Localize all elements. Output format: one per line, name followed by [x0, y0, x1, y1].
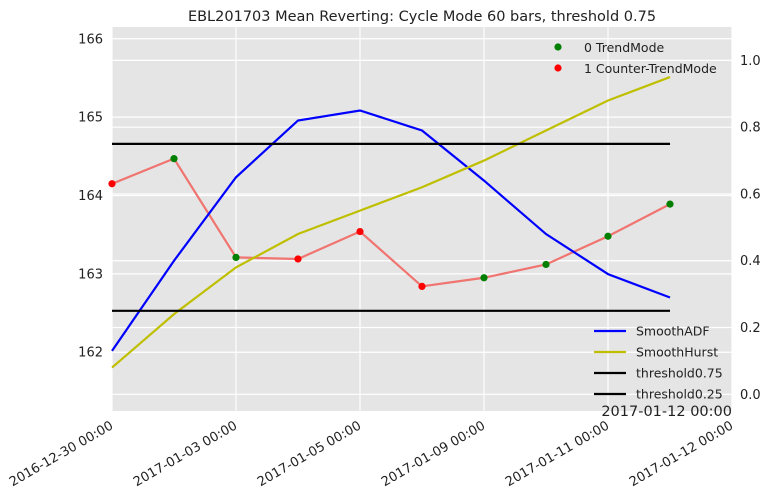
series-line-smoothhurst: [111, 76, 671, 369]
chart-title: EBL201703 Mean Reverting: Cycle Mode 60 …: [188, 9, 656, 25]
legend-series: SmoothADF SmoothHurst threshold0.75 thresho…: [594, 324, 723, 402]
x-tick-label: 2017-01-05 00:00: [255, 418, 364, 490]
left-y-axis: 162 163 164 165 166: [78, 32, 103, 360]
counter-trend-mode-point: [108, 180, 116, 188]
legend-label: SmoothHurst: [636, 345, 718, 360]
trend-mode-point: [542, 260, 550, 269]
grid: [111, 27, 733, 411]
trend-mode-point: [232, 253, 240, 261]
counter-trend-mode-point: [356, 227, 364, 236]
series-line-smoothadf: [111, 109, 671, 352]
price-line: [111, 157, 671, 288]
legend-label: threshold0.25: [636, 387, 723, 402]
left-tick-label: 164: [78, 189, 103, 204]
x-tick-label: 2017-01-03 00:00: [131, 418, 240, 490]
data-points: [108, 155, 674, 290]
legend-label: SmoothADF: [636, 324, 710, 339]
trend-mode-point: [604, 232, 612, 240]
counter-trend-mode-point: [294, 255, 302, 263]
right-tick-label: 0.8: [740, 121, 761, 136]
legend-marker: [554, 64, 562, 72]
right-tick-label: 1.0: [740, 54, 761, 69]
left-tick-label: 162: [78, 346, 103, 361]
x-tick-label: 2017-01-11 00:00: [503, 418, 612, 490]
x-tick-label: 2017-01-12 00:00: [627, 418, 736, 490]
x-axis: 2016-12-30 00:00 2017-01-03 00:00 2017-01-…: [7, 418, 736, 490]
legend-label: 0 TrendMode: [584, 40, 665, 55]
right-tick-label: 0.4: [740, 254, 761, 269]
series-lines: [111, 76, 671, 369]
counter-trend-mode-point: [418, 282, 426, 290]
trend-mode-point: [480, 274, 488, 282]
left-tick-label: 163: [78, 267, 103, 282]
date-annotation: 2017-01-12 00:00: [601, 404, 732, 420]
legend-label: threshold0.75: [636, 366, 723, 381]
right-tick-label: 0.0: [740, 388, 761, 403]
x-tick-label: 2016-12-30 00:00: [7, 418, 116, 490]
left-tick-label: 165: [78, 111, 103, 126]
trend-mode-point: [666, 200, 674, 208]
legend-mode: 0 TrendMode 1 Counter-TrendMode: [554, 40, 717, 76]
legend-marker: [554, 43, 562, 51]
plot-background: [112, 27, 732, 411]
right-tick-label: 0.6: [740, 187, 761, 202]
trend-mode-point: [170, 155, 178, 163]
right-tick-label: 0.2: [740, 321, 761, 336]
right-y-axis: 0.0 0.2 0.4 0.6 0.8 1.0: [740, 54, 761, 403]
legend-label: 1 Counter-TrendMode: [584, 61, 717, 76]
left-tick-label: 166: [78, 32, 103, 47]
x-tick-label: 2017-01-09 00:00: [379, 418, 488, 490]
